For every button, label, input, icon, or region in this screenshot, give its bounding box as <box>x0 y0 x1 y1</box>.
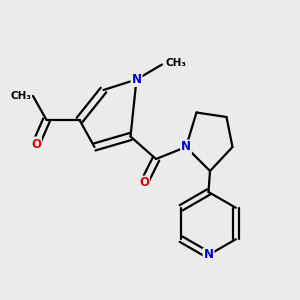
Text: CH₃: CH₃ <box>11 91 32 101</box>
Text: O: O <box>31 137 41 151</box>
Text: N: N <box>131 73 142 86</box>
Text: CH₃: CH₃ <box>165 58 186 68</box>
Text: O: O <box>139 176 149 190</box>
Text: N: N <box>203 248 214 262</box>
Text: N: N <box>181 140 191 154</box>
